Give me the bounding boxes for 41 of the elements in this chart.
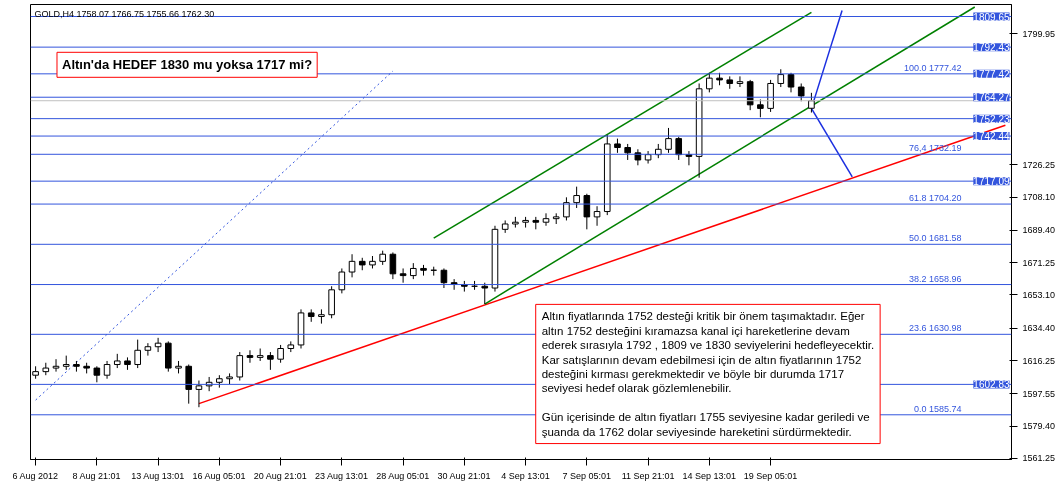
x-tick-label: 8 Aug 21:01 bbox=[72, 470, 121, 481]
annotation: Altın'da HEDEF 1830 mu yoksa 1717 mi? bbox=[61, 57, 313, 73]
annotation: 0.0 1585.74 bbox=[913, 403, 962, 414]
text: GOLD,H4 1758.07 1766.75 1755.66 1762.30 bbox=[34, 8, 215, 19]
x-tick-label: 16 Aug 05:01 bbox=[192, 470, 246, 481]
y-tick-label: 1689.40 bbox=[1022, 225, 1056, 236]
ref-line-label: 1809.65 bbox=[973, 11, 1010, 23]
x-tick-label: 7 Sep 05:01 bbox=[562, 470, 612, 481]
y-tick-label: 1561.25 bbox=[1022, 453, 1056, 464]
y-tick-label: 1799.95 bbox=[1022, 28, 1056, 39]
y-tick-label: 1726.25 bbox=[1022, 159, 1056, 170]
x-tick-label: 6 Aug 2012 bbox=[12, 470, 59, 481]
annotation: 50.0 1681.58 bbox=[908, 233, 962, 244]
annotation: 61.8 1704.20 bbox=[908, 193, 962, 204]
ref-line-label: 1742.44 bbox=[973, 131, 1010, 143]
x-tick-label: 13 Aug 13:01 bbox=[131, 470, 185, 481]
x-tick-label: 4 Sep 13:01 bbox=[501, 470, 550, 481]
x-tick-label: 14 Sep 13:01 bbox=[682, 470, 737, 481]
annotation: 38.2 1658.96 bbox=[908, 273, 962, 284]
y-tick-label: 1708.10 bbox=[1022, 192, 1056, 203]
x-tick-label: 11 Sep 21:01 bbox=[621, 470, 675, 481]
ref-line-label: 1777.42 bbox=[973, 68, 1010, 80]
y-tick-label: 1634.40 bbox=[1022, 323, 1056, 334]
x-tick-label: 23 Aug 13:01 bbox=[315, 470, 369, 481]
ref-line-label: 1752.23 bbox=[973, 113, 1010, 125]
x-tick-label: 19 Sep 05:01 bbox=[743, 470, 798, 481]
y-tick-label: 1597.55 bbox=[1022, 388, 1056, 399]
ref-line-label: 1602.83 bbox=[973, 379, 1010, 391]
x-tick-label: 30 Aug 21:01 bbox=[437, 470, 491, 481]
y-tick-label: 1671.25 bbox=[1022, 257, 1056, 268]
x-tick-label: 28 Aug 05:01 bbox=[376, 470, 430, 481]
annotation: 23.6 1630.98 bbox=[908, 323, 962, 334]
ref-line-label: 1792.43 bbox=[973, 42, 1010, 54]
x-tick-label: 20 Aug 21:01 bbox=[253, 470, 307, 481]
ref-line-label: 1717.09 bbox=[973, 176, 1010, 188]
text: Altın fiyatlarında 1752 desteği kritik bir önem taşımaktadır. Eğer altın 1752 desteğini kıramazsa kanal içi hareketlerine devam ederek sırasıyla 1792 , 1809 ve 1830 seviyelerini hedefleyecektir. Kar satışlarının devam edebilmesi için de altın fiyatlarının 1752 desteğini kırması gerekmektedir ve böyle bir durumda 1717 seviyesi hedef olarak gözlemlenebilir. Gün içerisinde de altın fiyatları 1755 seviyesine kadar geriledi ve şuanda da 1762 dolar seviyesinde hareketini sürdürmektedir. bbox=[541, 310, 875, 438]
y-tick-label: 1579.40 bbox=[1022, 421, 1056, 432]
annotation: 100.0 1777.42 bbox=[903, 62, 962, 73]
y-tick-label: 1616.25 bbox=[1022, 355, 1056, 366]
ref-line-label: 1764.27 bbox=[973, 92, 1010, 104]
y-tick-label: 1653.10 bbox=[1022, 289, 1056, 300]
